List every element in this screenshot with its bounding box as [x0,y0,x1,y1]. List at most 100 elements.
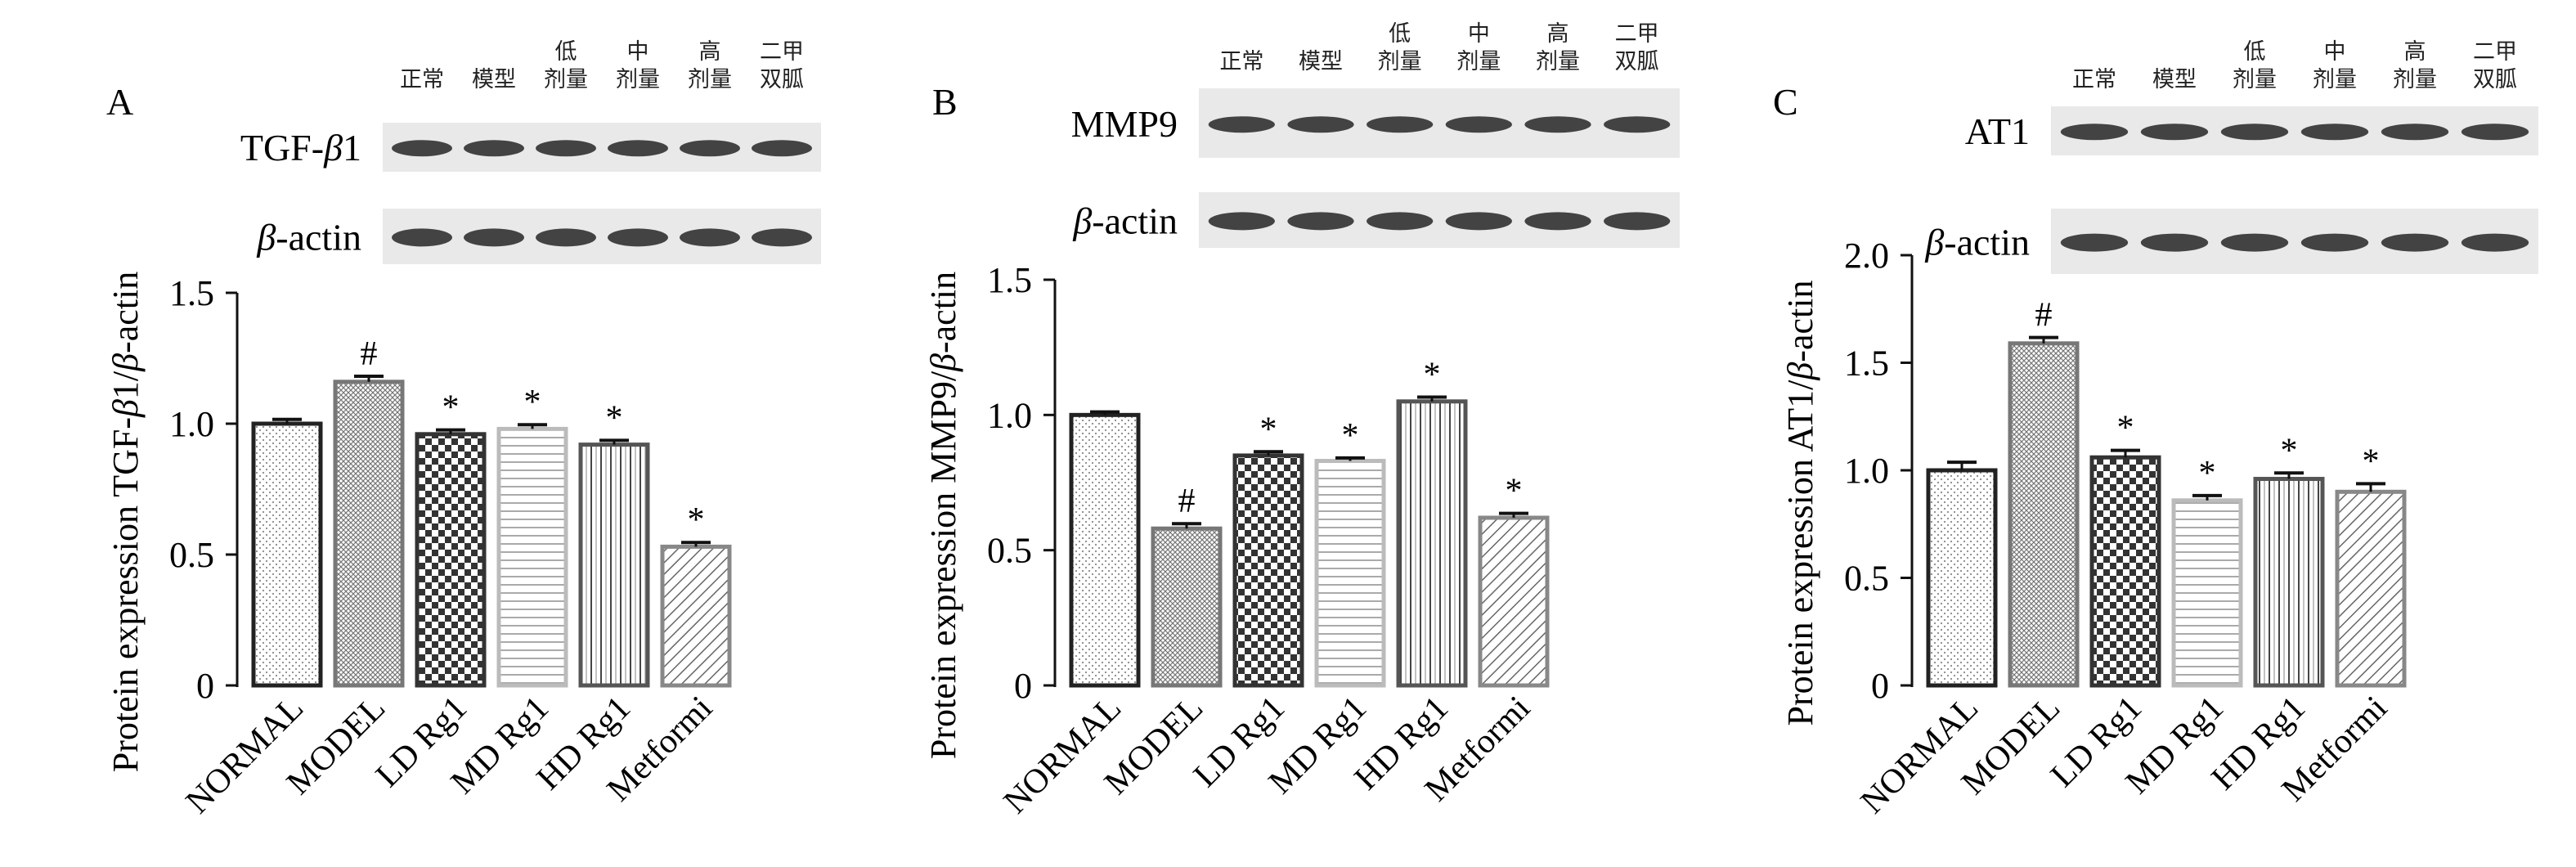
blot-band [608,140,668,157]
significance-marker: * [1506,473,1523,510]
lane-header: 高 [1547,21,1569,47]
lane-header: 双胍 [2473,67,2517,92]
panel-b: B MMP9 β-actin 正常 模型低剂量中剂量高剂量 二甲 双胍 0 0.5 1.0 1.5 P… [859,0,1717,867]
bar-metformi [1478,515,1550,688]
blot-band [464,228,524,247]
significance-marker: * [1260,411,1277,448]
blot-band [1287,212,1354,231]
lane-header: 模型 [472,67,516,92]
panel-letter: C [1773,81,1798,123]
y-tick-label: 0 [196,666,214,706]
blot-label-target: AT1 [1965,110,2030,152]
significance-marker: * [2199,455,2216,492]
blot-actin [2051,209,2538,274]
blot-band [1445,116,1512,133]
blot-band [2140,124,2209,141]
bar-normal [1069,412,1141,688]
lane-header: 二甲 [1615,21,1659,47]
blot-band [2060,124,2129,141]
significance-marker: * [606,399,623,437]
significance-marker: # [361,335,378,373]
significance-marker: * [688,501,705,539]
blot-band [536,228,596,247]
lane-header: 正常 [1219,49,1263,74]
significance-marker: # [1178,483,1196,520]
lane-header: 剂量 [1378,49,1422,74]
blot-band [2060,233,2129,252]
y-tick-label: 0 [1871,666,1889,706]
blot-label-target: TGF-β1 [240,127,361,168]
blot-band [752,140,812,157]
significance-marker: # [2035,297,2053,335]
lane-header: 高 [699,39,721,65]
lane-header: 中 [2324,39,2346,65]
bar-metformi [2335,489,2407,688]
bar-md-rg1 [1314,459,1386,688]
y-tick-label: 1.5 [1844,344,1889,384]
lane-header: 模型 [1299,49,1343,74]
y-tick-label: 0.5 [987,531,1032,571]
x-tick-label: NORMAL [179,690,311,821]
bar-ld-rg1 [2089,455,2161,688]
lane-header: 剂量 [688,67,732,92]
blot-band [2220,233,2289,252]
blot-band [2461,124,2529,141]
bar-hd-rg1 [1396,399,1468,688]
blot-band [392,140,452,157]
lane-header: 低 [555,39,577,65]
y-tick-label: 0.5 [1844,559,1889,599]
lane-header: 剂量 [1456,49,1501,74]
bar-md-rg1 [496,426,568,688]
blot-band [1367,212,1434,231]
bar-ld-rg1 [415,432,487,688]
blot-band [680,140,740,157]
lane-header: 高 [2404,39,2426,65]
blot-label-actin: β-actin [1924,222,2030,263]
lane-header: 剂量 [544,67,588,92]
bar-ld-rg1 [1232,453,1304,688]
blot-band [1287,116,1354,133]
bar-hd-rg1 [2253,477,2325,688]
blot-band [2300,124,2369,141]
blot-target [1199,88,1680,158]
significance-marker: * [1342,417,1359,455]
x-tick-label: NORMAL [1854,690,1986,821]
significance-marker: * [1424,356,1441,393]
blot-band [1524,116,1591,133]
lane-header: 二甲 [760,39,804,65]
panel-letter: B [932,81,958,123]
blot-target [383,123,821,172]
lane-header: 剂量 [2393,67,2437,92]
blot-band [2220,124,2289,141]
lane-header: 剂量 [2233,67,2277,92]
x-tick-label: NORMAL [997,690,1129,821]
y-tick-label: 1.0 [1844,451,1889,491]
blot-actin [383,209,821,264]
significance-marker: * [2281,432,2298,469]
blot-band [392,228,452,247]
blot-band [1208,212,1275,231]
blot-band [2381,124,2449,141]
y-tick-label: 0 [1014,666,1032,706]
bar-hd-rg1 [578,442,650,688]
blot-band [2300,233,2369,252]
blot-band [2461,233,2529,252]
lane-header: 中 [1468,21,1490,47]
blot-band [1524,212,1591,231]
significance-marker: * [2363,442,2380,480]
y-tick-label: 1.0 [169,404,214,444]
y-tick-label: 2.0 [1844,236,1889,276]
bar-md-rg1 [2171,498,2243,688]
panel-a: A TGF-β1 β-actin 正常 模型低剂量中剂量高剂量 二甲 双胍 0 0.5 1.0 1.… [0,0,859,867]
lane-header: 剂量 [2313,67,2357,92]
lane-header: 剂量 [616,67,660,92]
panel-letter: A [106,81,133,123]
blot-band [1445,212,1512,231]
blot-label-actin: β-actin [256,216,361,258]
lane-header: 低 [2244,39,2266,65]
significance-marker: * [2117,410,2134,447]
lane-header: 剂量 [1536,49,1580,74]
